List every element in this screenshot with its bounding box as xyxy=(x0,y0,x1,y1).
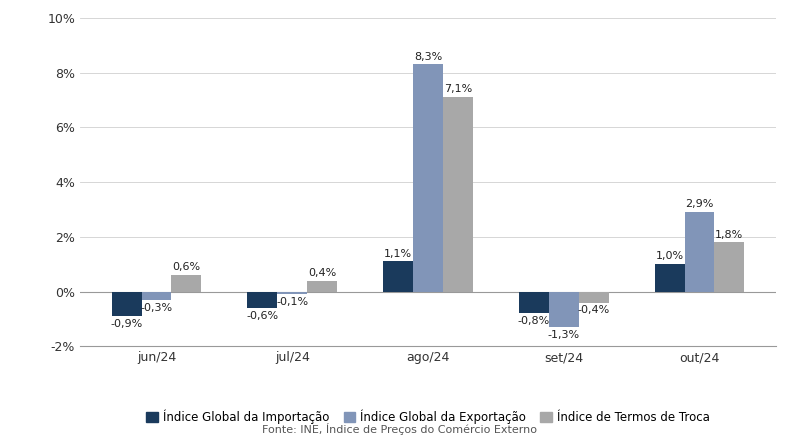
Text: 1,8%: 1,8% xyxy=(715,230,743,240)
Text: -0,4%: -0,4% xyxy=(578,305,610,315)
Text: -0,3%: -0,3% xyxy=(140,302,173,313)
Bar xyxy=(278,292,307,294)
Bar xyxy=(247,292,278,308)
Text: -0,9%: -0,9% xyxy=(110,319,142,329)
Bar xyxy=(307,281,337,292)
Text: 8,3%: 8,3% xyxy=(414,52,442,62)
Bar xyxy=(383,262,413,292)
Bar xyxy=(685,212,714,292)
Text: 1,0%: 1,0% xyxy=(656,251,684,262)
Text: 7,1%: 7,1% xyxy=(444,84,472,95)
Bar xyxy=(413,64,443,292)
Bar xyxy=(714,242,744,292)
Bar xyxy=(443,97,473,292)
Bar xyxy=(549,292,578,327)
Text: -1,3%: -1,3% xyxy=(548,330,580,340)
Bar xyxy=(112,292,142,316)
Text: 2,9%: 2,9% xyxy=(686,199,714,210)
Text: 0,6%: 0,6% xyxy=(172,262,200,273)
Text: 1,1%: 1,1% xyxy=(384,249,412,259)
Text: 0,4%: 0,4% xyxy=(308,268,336,278)
Bar xyxy=(654,264,685,292)
Text: -0,8%: -0,8% xyxy=(518,316,550,326)
Bar xyxy=(142,292,171,300)
Legend: Índice Global da Importação, Índice Global da Exportação, Índice de Termos de Tr: Índice Global da Importação, Índice Glob… xyxy=(142,405,714,429)
Text: -0,1%: -0,1% xyxy=(276,297,308,307)
Text: -0,6%: -0,6% xyxy=(246,311,278,321)
Bar xyxy=(171,275,202,292)
Text: Fonte: INE, Índice de Preços do Comércio Externo: Fonte: INE, Índice de Preços do Comércio… xyxy=(262,423,538,435)
Bar xyxy=(519,292,549,313)
Bar xyxy=(578,292,609,302)
